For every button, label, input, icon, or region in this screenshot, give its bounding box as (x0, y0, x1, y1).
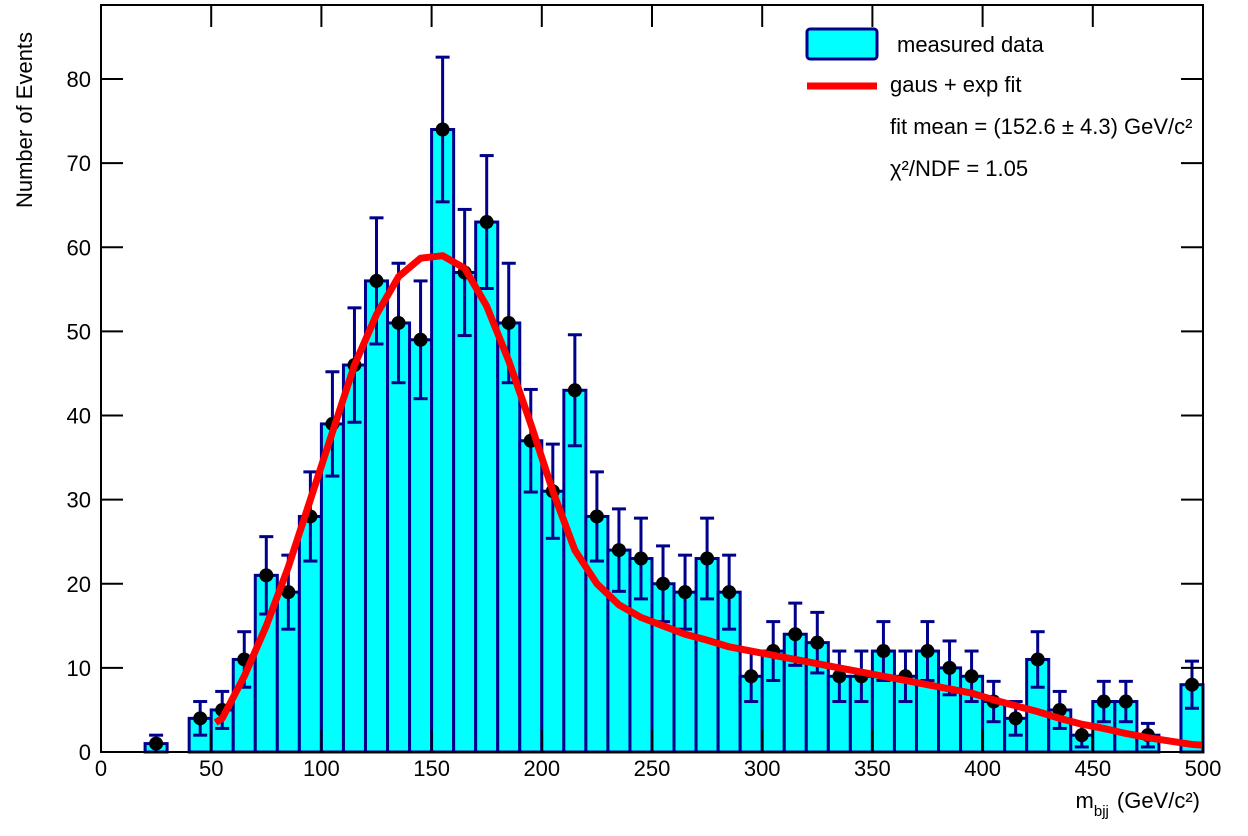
data-point (920, 644, 935, 659)
data-point (281, 585, 296, 600)
legend-swatch (805, 27, 879, 61)
data-point (722, 585, 737, 600)
data-point (259, 568, 274, 583)
y-tick-label: 60 (67, 235, 91, 260)
x-tick-label: 50 (199, 756, 223, 781)
x-label-unit: (GeV/c²) (1117, 788, 1200, 813)
x-tick-label: 500 (1185, 756, 1222, 781)
bar (408, 338, 434, 754)
data-point (1074, 728, 1089, 743)
x-tick-label: 150 (413, 756, 450, 781)
bar (363, 279, 390, 754)
data-point (1052, 702, 1067, 717)
data-point (479, 215, 494, 230)
x-tick-label: 350 (854, 756, 891, 781)
y-tick-label: 50 (67, 319, 91, 344)
y-tick-label: 70 (67, 151, 91, 176)
x-label-main: m (1076, 788, 1094, 813)
bar (430, 128, 456, 754)
fit-curve (213, 252, 1204, 749)
bar (386, 321, 412, 754)
x-tick-label: 100 (303, 756, 340, 781)
data-point (567, 383, 582, 398)
y-tick-label: 0 (79, 740, 91, 765)
x-axis-label: mbjj (GeV/c²) (1076, 788, 1200, 820)
data-point (1096, 694, 1111, 709)
data-point (611, 543, 626, 558)
data-point (1184, 677, 1199, 692)
data-point (942, 660, 957, 675)
legend-label: measured data (897, 32, 1045, 57)
data-point (435, 122, 450, 137)
y-tick-label: 40 (67, 404, 91, 429)
data-point (876, 644, 891, 659)
y-tick-label: 80 (67, 67, 91, 92)
data-point (633, 551, 648, 566)
data-point (810, 635, 825, 650)
x-tick-label: 0 (95, 756, 107, 781)
x-label-sub: bjj (1094, 803, 1109, 820)
x-tick-label: 200 (523, 756, 560, 781)
legend-label: gaus + exp fit (890, 72, 1021, 97)
y-tick-label: 10 (67, 656, 91, 681)
x-tick-label: 300 (744, 756, 781, 781)
data-point (964, 669, 979, 684)
bar (452, 271, 478, 754)
x-tick-label: 450 (1074, 756, 1111, 781)
annotation: fit mean = (152.6 ± 4.3) GeV/c² (890, 114, 1193, 139)
data-point (391, 315, 406, 330)
data-point (788, 627, 803, 642)
data-point (678, 585, 693, 600)
data-point (369, 273, 384, 288)
data-point (589, 509, 604, 524)
data-point (1030, 652, 1045, 667)
x-tick-label: 250 (634, 756, 671, 781)
data-point (832, 669, 847, 684)
data-point (1118, 694, 1133, 709)
data-point (149, 736, 164, 751)
y-tick-label: 30 (67, 488, 91, 513)
x-tick-label: 400 (964, 756, 1001, 781)
data-point (501, 315, 516, 330)
data-point (193, 711, 208, 726)
y-axis-label: Number of Events (12, 32, 37, 208)
data-point (744, 669, 759, 684)
y-tick-label: 20 (67, 572, 91, 597)
data-point (413, 332, 428, 347)
data-point (1008, 711, 1023, 726)
data-point (700, 551, 715, 566)
data-point (656, 576, 671, 591)
annotation: χ²/NDF = 1.05 (890, 156, 1028, 181)
